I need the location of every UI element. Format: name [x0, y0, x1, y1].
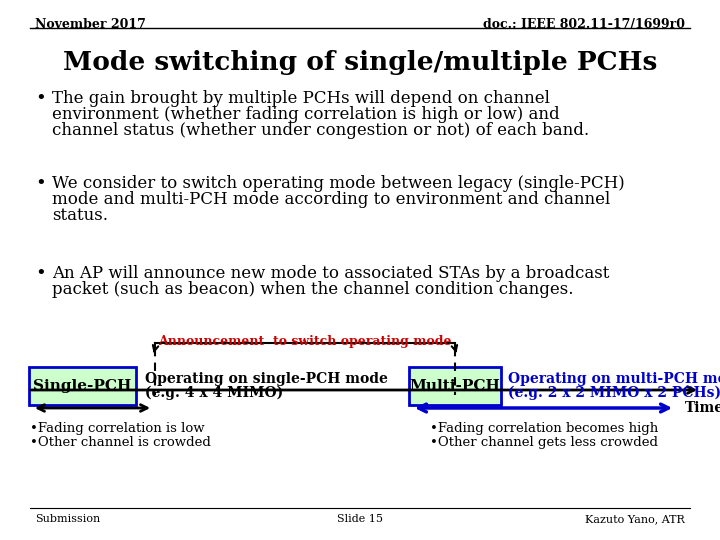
Text: Multi-PCH: Multi-PCH — [410, 379, 500, 393]
Text: mode and multi-PCH mode according to environment and channel: mode and multi-PCH mode according to env… — [52, 191, 611, 208]
FancyBboxPatch shape — [29, 367, 136, 405]
Text: An AP will announce new mode to associated STAs by a broadcast: An AP will announce new mode to associat… — [52, 265, 609, 282]
Text: •Fading correlation is low: •Fading correlation is low — [30, 422, 204, 435]
Text: Operating on single-PCH mode: Operating on single-PCH mode — [145, 372, 388, 386]
Text: November 2017: November 2017 — [35, 18, 146, 31]
Text: •: • — [35, 175, 46, 193]
Text: •Other channel gets less crowded: •Other channel gets less crowded — [430, 436, 658, 449]
Text: The gain brought by multiple PCHs will depend on channel: The gain brought by multiple PCHs will d… — [52, 90, 550, 107]
Text: environment (whether fading correlation is high or low) and: environment (whether fading correlation … — [52, 106, 559, 123]
Text: status.: status. — [52, 207, 108, 224]
Text: •Other channel is crowded: •Other channel is crowded — [30, 436, 211, 449]
Text: •: • — [35, 265, 46, 283]
Text: Announcement  to switch operating mode: Announcement to switch operating mode — [158, 335, 451, 348]
Text: Mode switching of single/multiple PCHs: Mode switching of single/multiple PCHs — [63, 50, 657, 75]
Text: Single-PCH: Single-PCH — [33, 379, 132, 393]
Text: channel status (whether under congestion or not) of each band.: channel status (whether under congestion… — [52, 122, 589, 139]
Text: Slide 15: Slide 15 — [337, 514, 383, 524]
Text: •Fading correlation becomes high: •Fading correlation becomes high — [430, 422, 658, 435]
Text: •: • — [35, 90, 46, 108]
Text: Submission: Submission — [35, 514, 100, 524]
Text: doc.: IEEE 802.11-17/1699r0: doc.: IEEE 802.11-17/1699r0 — [483, 18, 685, 31]
Text: (e.g. 2 x 2 MIMO x 2 PCHs): (e.g. 2 x 2 MIMO x 2 PCHs) — [508, 386, 720, 400]
Text: (e.g. 4 x 4 MIMO): (e.g. 4 x 4 MIMO) — [145, 386, 283, 400]
Text: Time: Time — [685, 401, 720, 415]
FancyBboxPatch shape — [409, 367, 501, 405]
Text: packet (such as beacon) when the channel condition changes.: packet (such as beacon) when the channel… — [52, 281, 574, 298]
Text: Kazuto Yano, ATR: Kazuto Yano, ATR — [585, 514, 685, 524]
Text: Operating on multi-PCH mode: Operating on multi-PCH mode — [508, 372, 720, 386]
Text: We consider to switch operating mode between legacy (single-PCH): We consider to switch operating mode bet… — [52, 175, 625, 192]
